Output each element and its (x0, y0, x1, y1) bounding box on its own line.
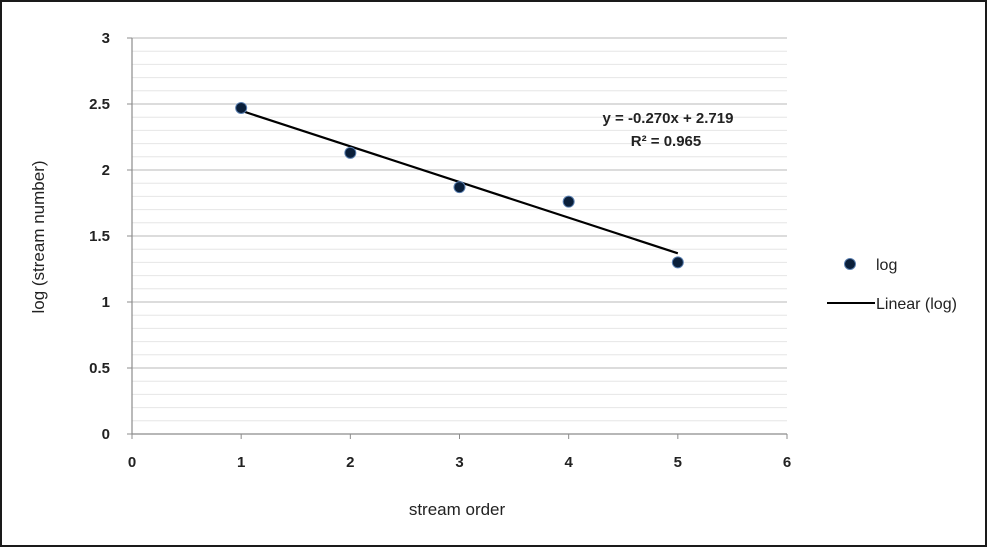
grid (132, 37, 787, 422)
y-tick-label: 2.5 (89, 96, 110, 113)
y-tick-label: 1.5 (89, 228, 110, 245)
data-point (671, 256, 684, 269)
data-point (562, 195, 575, 208)
y-tick-label: 0 (102, 426, 110, 443)
data-point (344, 146, 357, 159)
x-tick-label: 5 (674, 454, 682, 471)
x-tick-label: 2 (346, 454, 354, 471)
x-tick-label: 0 (128, 454, 136, 471)
data-point (235, 101, 248, 114)
y-tick-label: 3 (102, 30, 110, 47)
x-tick-label: 1 (237, 454, 245, 471)
y-axis-title: log (stream number) (29, 160, 48, 313)
trendline-equation: y = -0.270x + 2.719 (603, 110, 734, 127)
y-tick-label: 0.5 (89, 360, 110, 377)
data-points (235, 101, 684, 269)
x-tick-label: 6 (783, 454, 791, 471)
y-tick-label: 1 (102, 294, 110, 311)
data-point (453, 181, 466, 194)
legend-label-log: log (876, 257, 897, 274)
r-squared-label: R² = 0.965 (631, 133, 701, 150)
y-tick-label: 2 (102, 162, 110, 179)
x-tick-label: 4 (564, 454, 573, 471)
legend-label-linear: Linear (log) (876, 296, 957, 313)
y-tick-labels: 0 0.5 1 1.5 2 2.5 3 (89, 30, 132, 443)
x-axis-title: stream order (409, 500, 506, 519)
legend-marker-log (844, 258, 856, 270)
legend: log Linear (log) (827, 257, 957, 313)
x-tick-label: 3 (455, 454, 463, 471)
x-tick-labels: 0 1 2 3 4 5 6 (128, 434, 791, 471)
